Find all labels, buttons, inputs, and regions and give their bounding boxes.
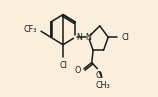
Text: Cl: Cl: [59, 61, 67, 70]
Text: O: O: [96, 71, 102, 80]
Text: N: N: [76, 33, 82, 42]
Text: CF₃: CF₃: [24, 25, 37, 34]
Text: CH₃: CH₃: [96, 81, 110, 90]
Text: N: N: [85, 33, 91, 42]
Text: O: O: [75, 66, 81, 75]
Text: Cl: Cl: [122, 33, 129, 42]
